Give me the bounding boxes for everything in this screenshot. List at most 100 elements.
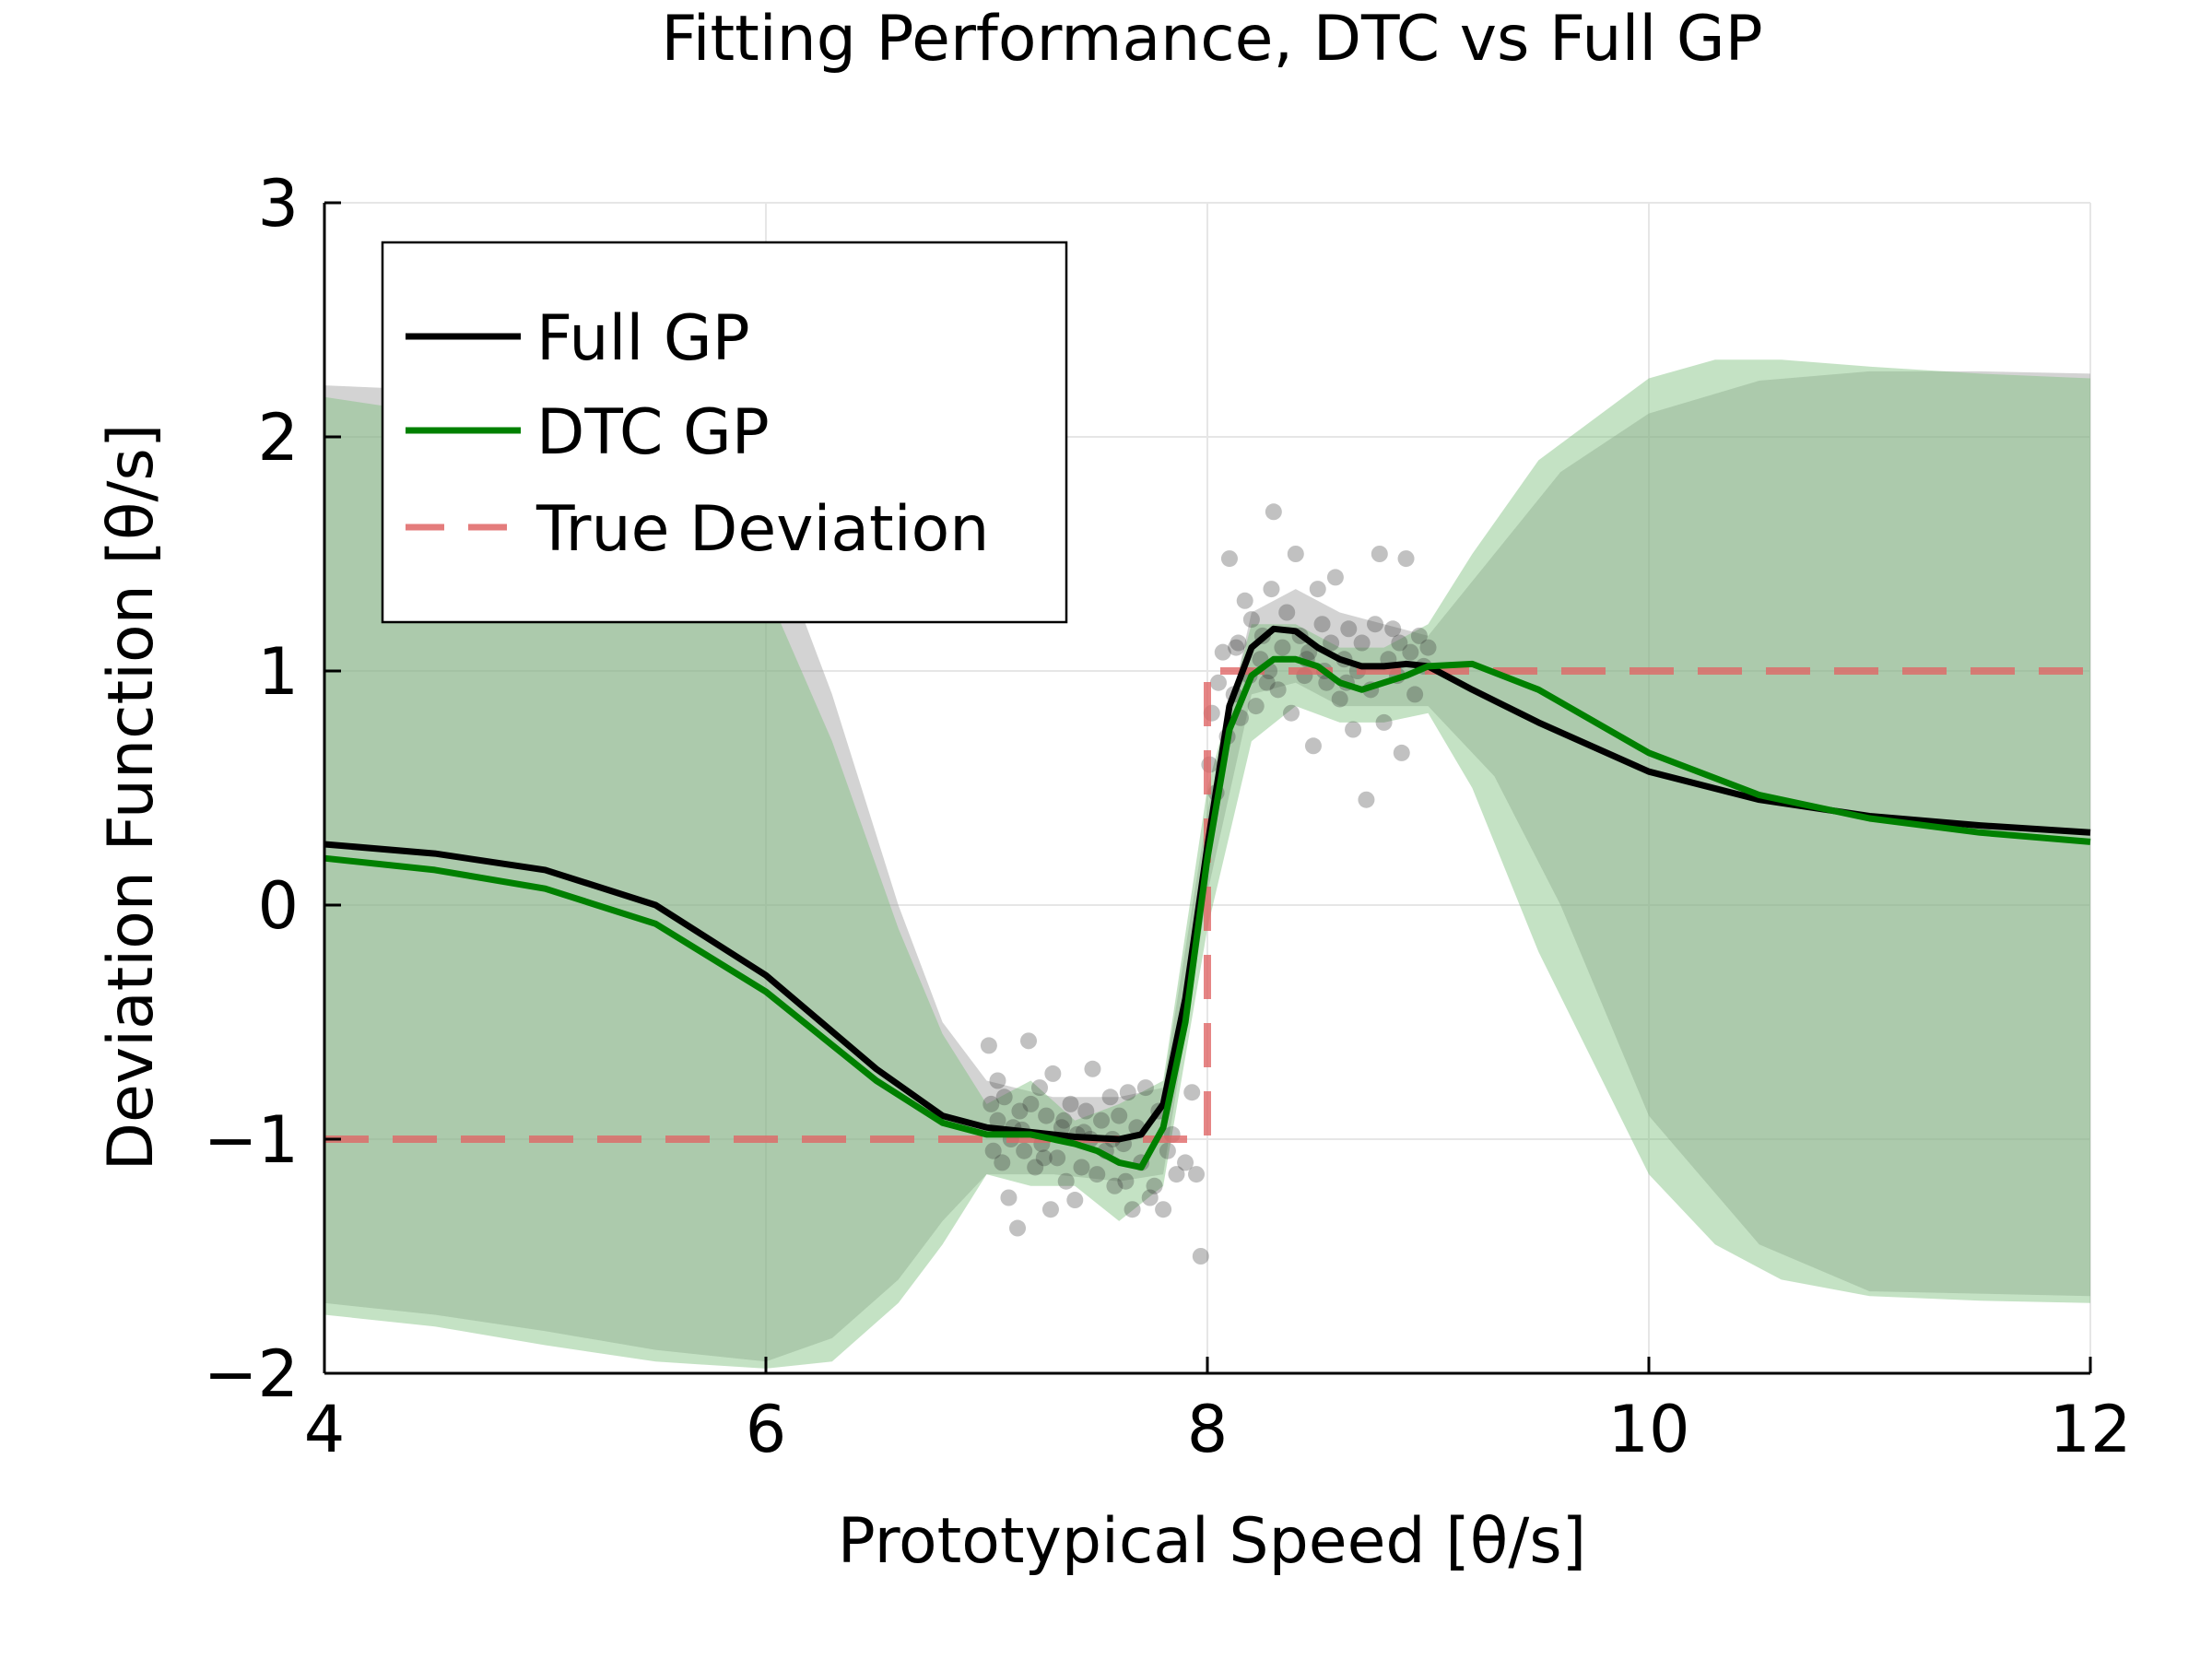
series-line-0 — [324, 625, 2091, 1143]
data-point-87 — [1304, 737, 1322, 755]
data-point-51 — [1192, 1248, 1209, 1265]
series-line-1 — [324, 655, 2091, 1171]
data-point-81 — [1278, 604, 1296, 621]
data-point-20 — [1053, 1119, 1070, 1136]
y-tick-label-5: 3 — [257, 166, 299, 241]
axes — [323, 201, 2092, 1375]
data-point-80 — [1274, 639, 1291, 656]
data-point-49 — [1183, 1084, 1201, 1101]
data-point-77 — [1263, 581, 1280, 598]
data-point-28 — [1084, 1060, 1101, 1077]
data-point-64 — [1214, 643, 1231, 661]
data-point-82 — [1283, 704, 1300, 722]
data-point-16 — [1038, 1107, 1055, 1124]
data-point-12 — [1022, 1095, 1040, 1112]
x-tick-label-1: 6 — [746, 1392, 787, 1467]
data-point-8 — [1009, 1219, 1027, 1237]
data-point-13 — [1027, 1159, 1044, 1176]
data-point-30 — [1093, 1112, 1111, 1129]
data-point-108 — [1397, 550, 1415, 568]
x-tick-label-3: 10 — [1607, 1392, 1689, 1467]
data-point-88 — [1309, 581, 1326, 598]
data-point-79 — [1269, 681, 1287, 699]
data-point-70 — [1236, 592, 1253, 609]
data-point-93 — [1331, 690, 1348, 708]
data-point-73 — [1247, 698, 1265, 715]
data-point-19 — [1049, 1149, 1066, 1167]
data-point-6 — [1000, 1189, 1018, 1206]
data-point-63 — [1209, 674, 1227, 691]
data-point-66 — [1220, 550, 1238, 568]
data-point-99 — [1358, 791, 1375, 808]
data-point-22 — [1062, 1095, 1079, 1112]
data-point-118 — [1228, 639, 1245, 656]
data-point-111 — [1410, 627, 1428, 644]
data-point-11 — [1020, 1032, 1038, 1050]
data-point-95 — [1340, 620, 1358, 638]
data-point-86 — [1300, 643, 1318, 661]
data-point-103 — [1375, 713, 1393, 731]
data-point-113 — [1419, 639, 1437, 656]
data-point-89 — [1313, 616, 1331, 633]
data-point-25 — [1073, 1159, 1090, 1176]
data-point-102 — [1371, 546, 1388, 562]
y-tick-label-0: −2 — [204, 1336, 299, 1412]
data-point-57 — [1055, 1112, 1073, 1129]
y-axis-label: Deviation Function [θ/s] — [95, 424, 168, 1171]
data-point-58 — [1117, 1172, 1135, 1190]
data-point-41 — [1141, 1189, 1159, 1206]
data-point-47 — [1168, 1166, 1185, 1183]
data-point-107 — [1393, 744, 1410, 761]
data-point-36 — [1119, 1084, 1136, 1101]
data-point-3 — [989, 1112, 1006, 1129]
data-point-4 — [994, 1154, 1011, 1171]
data-point-117 — [1391, 634, 1408, 652]
data-point-33 — [1106, 1177, 1124, 1194]
data-point-68 — [1230, 634, 1247, 652]
data-point-45 — [1159, 1142, 1176, 1159]
legend: Full GP DTC GP True Deviation — [381, 241, 1068, 624]
data-point-92 — [1326, 569, 1344, 586]
data-point-44 — [1155, 1201, 1172, 1218]
y-tick-label-4: 2 — [257, 400, 299, 476]
legend-label-dtc-gp: DTC GP — [536, 396, 770, 469]
data-point-34 — [1111, 1107, 1128, 1124]
legend-label-true-deviation: True Deviation — [535, 493, 989, 566]
data-point-72 — [1242, 611, 1260, 629]
data-point-48 — [1177, 1154, 1194, 1171]
data-point-40 — [1136, 1079, 1154, 1097]
data-point-101 — [1367, 616, 1384, 633]
data-point-105 — [1384, 620, 1402, 638]
chart-title: Fitting Performance, DTC vs Full GP — [661, 3, 1762, 76]
data-point-1 — [982, 1095, 1000, 1112]
data-point-10 — [1016, 1142, 1033, 1159]
x-tick-label-2: 8 — [1187, 1392, 1229, 1467]
data-point-91 — [1323, 634, 1340, 652]
data-point-21 — [1057, 1172, 1075, 1190]
data-point-2 — [984, 1142, 1002, 1159]
series-lines — [324, 625, 2091, 1171]
data-point-98 — [1353, 634, 1371, 652]
y-tick-label-1: −1 — [204, 1102, 299, 1178]
data-point-83 — [1287, 546, 1304, 562]
y-tick-label-2: 0 — [257, 868, 299, 944]
data-point-9 — [1011, 1102, 1029, 1120]
data-point-18 — [1044, 1065, 1062, 1082]
data-point-52 — [989, 1072, 1006, 1089]
data-point-26 — [1077, 1102, 1095, 1120]
x-tick-label-4: 12 — [2049, 1392, 2131, 1467]
data-point-17 — [1041, 1201, 1059, 1218]
data-point-42 — [1146, 1177, 1163, 1194]
data-point-76 — [1258, 674, 1276, 691]
data-point-78 — [1265, 503, 1282, 521]
x-tick-label-0: 4 — [304, 1392, 346, 1467]
data-point-5 — [995, 1088, 1013, 1106]
data-point-23 — [1066, 1192, 1084, 1209]
data-point-50 — [1188, 1166, 1206, 1183]
data-point-96 — [1345, 721, 1362, 738]
x-axis-label: Prototypical Speed [θ/s] — [838, 1505, 1586, 1578]
data-point-54 — [1035, 1149, 1053, 1167]
data-point-0 — [980, 1037, 997, 1054]
